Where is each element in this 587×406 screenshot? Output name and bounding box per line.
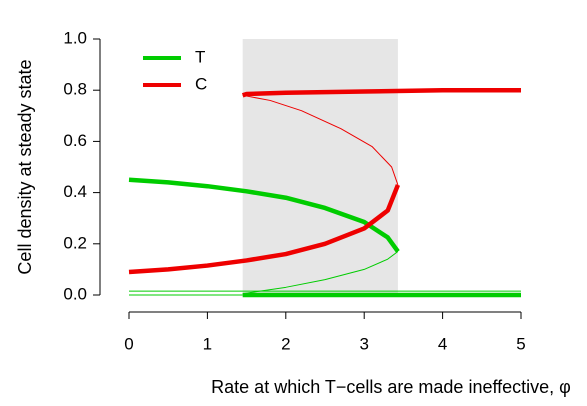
bistable-region	[242, 39, 398, 295]
unstable-branch	[242, 251, 399, 295]
legend-label: C	[195, 74, 207, 93]
x-tick-label: 2	[281, 334, 290, 353]
y-tick-label: 0.4	[63, 182, 87, 201]
stable-branch	[128, 177, 400, 253]
y-tick-label: 0.8	[63, 80, 87, 99]
x-axis-title: Rate at which T−cells are made ineffecti…	[211, 377, 571, 397]
unstable-branch	[242, 94, 399, 186]
y-tick-label: 1.0	[63, 28, 87, 47]
stable-branch	[128, 184, 401, 275]
x-tick-label: 1	[203, 334, 212, 353]
stable-branch	[241, 87, 521, 98]
y-axis-title: Cell density at steady state	[15, 59, 35, 274]
y-tick-label: 0.2	[63, 233, 87, 252]
y-tick-label: 0.6	[63, 131, 87, 150]
x-tick-label: 3	[359, 334, 368, 353]
x-tick-label: 0	[124, 334, 133, 353]
x-tick-label: 4	[438, 334, 447, 353]
y-tick-label: 0.0	[63, 284, 87, 303]
legend-label: T	[195, 47, 205, 66]
x-tick-label: 5	[516, 334, 525, 353]
